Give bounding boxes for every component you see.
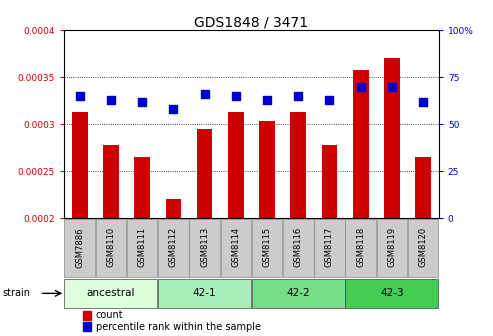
FancyBboxPatch shape	[127, 219, 157, 278]
Text: 42-2: 42-2	[286, 288, 310, 298]
Bar	[353, 70, 368, 218]
FancyBboxPatch shape	[346, 279, 438, 308]
Point	[357, 84, 365, 89]
FancyBboxPatch shape	[314, 219, 345, 278]
FancyBboxPatch shape	[158, 219, 189, 278]
Bar	[166, 199, 181, 218]
FancyBboxPatch shape	[158, 279, 251, 308]
Point	[263, 97, 271, 102]
Text: GSM8119: GSM8119	[387, 227, 396, 267]
FancyBboxPatch shape	[252, 279, 345, 308]
Point	[294, 93, 302, 99]
Point	[388, 84, 396, 89]
Point	[170, 107, 177, 112]
FancyBboxPatch shape	[189, 219, 220, 278]
Text: GSM8117: GSM8117	[325, 227, 334, 267]
Bar	[259, 121, 275, 218]
FancyBboxPatch shape	[346, 219, 376, 278]
Bar	[415, 157, 431, 218]
Point	[76, 93, 84, 99]
FancyBboxPatch shape	[283, 219, 314, 278]
Text: GSM8116: GSM8116	[294, 227, 303, 267]
Bar	[83, 311, 91, 320]
Bar	[134, 157, 150, 218]
Point	[107, 97, 115, 102]
FancyBboxPatch shape	[220, 219, 251, 278]
Text: GSM8114: GSM8114	[231, 227, 240, 267]
Bar	[197, 129, 212, 218]
Text: 42-1: 42-1	[193, 288, 216, 298]
Text: GSM8110: GSM8110	[106, 227, 115, 267]
Text: strain: strain	[2, 288, 31, 298]
FancyBboxPatch shape	[65, 279, 157, 308]
FancyBboxPatch shape	[252, 219, 282, 278]
Point	[325, 97, 333, 102]
FancyBboxPatch shape	[96, 219, 126, 278]
Text: 42-3: 42-3	[380, 288, 404, 298]
Text: count: count	[96, 310, 124, 320]
FancyBboxPatch shape	[65, 219, 95, 278]
Bar	[321, 145, 337, 218]
Point	[138, 99, 146, 104]
Point	[201, 91, 209, 97]
FancyBboxPatch shape	[377, 219, 407, 278]
Text: GSM8113: GSM8113	[200, 227, 209, 267]
Text: GSM8120: GSM8120	[419, 227, 427, 267]
Title: GDS1848 / 3471: GDS1848 / 3471	[194, 15, 309, 29]
Point	[232, 93, 240, 99]
Text: GSM7886: GSM7886	[75, 227, 84, 268]
Bar	[83, 322, 91, 331]
Bar	[384, 58, 400, 218]
Text: ancestral: ancestral	[87, 288, 135, 298]
Text: GSM8112: GSM8112	[169, 227, 178, 267]
Text: GSM8111: GSM8111	[138, 227, 146, 267]
Text: GSM8118: GSM8118	[356, 227, 365, 267]
Text: percentile rank within the sample: percentile rank within the sample	[96, 322, 261, 332]
Bar	[72, 112, 88, 218]
Text: GSM8115: GSM8115	[263, 227, 272, 267]
Bar	[228, 112, 244, 218]
Bar	[290, 112, 306, 218]
FancyBboxPatch shape	[408, 219, 438, 278]
Point	[419, 99, 427, 104]
Bar	[103, 145, 119, 218]
